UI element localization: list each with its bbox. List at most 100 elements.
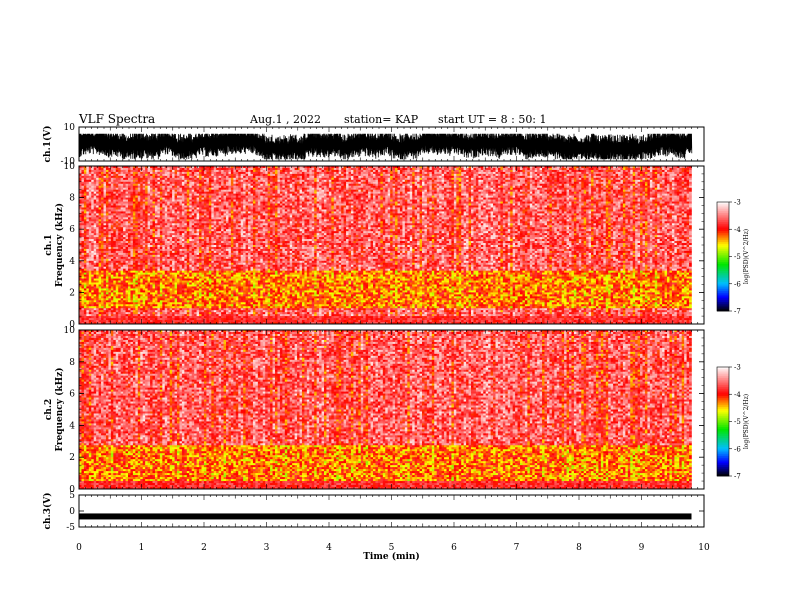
spectrogram-cell: [532, 188, 535, 190]
spectrogram-cell: [165, 170, 168, 172]
spectrogram-cell: [417, 174, 420, 176]
ch1-waveform-panel: 10-10ch.1(V): [42, 123, 704, 167]
spectrogram-cell: [522, 176, 525, 178]
spectrogram-cell: [491, 182, 494, 184]
spectrogram-cell: [469, 172, 472, 174]
spectrogram-cell: [162, 178, 165, 180]
spectrogram-cell: [351, 176, 354, 178]
spectrogram-cell: [202, 188, 205, 190]
spectrogram-cell: [525, 184, 528, 186]
spectrogram-cell: [287, 186, 290, 188]
spectrogram-cell: [373, 182, 376, 184]
spectrogram-cell: [537, 174, 540, 176]
spectrogram-cell: [155, 188, 158, 190]
spectrogram-cell: [640, 184, 643, 186]
spectrogram-cell: [603, 184, 606, 186]
spectrogram-cell: [576, 186, 579, 188]
spectrogram-cell: [488, 182, 491, 184]
spectrogram-cell: [569, 180, 572, 182]
spectrogram-cell: [319, 174, 322, 176]
spectrogram-cell: [669, 182, 672, 184]
spectrogram-cell: [322, 172, 325, 174]
spectrogram-cell: [665, 176, 668, 178]
spectrogram-cell: [339, 170, 342, 172]
spectrogram-cell: [121, 170, 124, 172]
spectrogram-cell: [353, 170, 356, 172]
spectrogram-cell: [121, 178, 124, 180]
spectrogram-cell: [192, 178, 195, 180]
spectrogram-cell: [236, 184, 239, 186]
spectrogram-cell: [258, 176, 261, 178]
spectrogram-cell: [89, 186, 92, 188]
spectrogram-cell: [510, 184, 513, 186]
spectrogram-cell: [243, 188, 246, 190]
spectrogram-cell: [576, 168, 579, 170]
spectrogram-cell: [130, 170, 133, 172]
spectrogram-cell: [253, 186, 256, 188]
spectrogram-cell: [128, 172, 131, 174]
spectrogram-cell: [471, 172, 474, 174]
spectrogram-cell: [388, 174, 391, 176]
spectrogram-cell: [596, 184, 599, 186]
spectrogram-cell: [410, 186, 413, 188]
spectrogram-cell: [273, 180, 276, 182]
spectrogram-cell: [650, 174, 653, 176]
spectrogram-cell: [133, 178, 136, 180]
spectrogram-cell: [248, 186, 251, 188]
spectrogram-cell: [312, 176, 315, 178]
spectrogram-cell: [113, 186, 116, 188]
spectrogram-cell: [238, 188, 241, 190]
spectrogram-cell: [682, 172, 685, 174]
spectrogram-cell: [307, 170, 310, 172]
spectrogram-cell: [601, 184, 604, 186]
spectrogram-cell: [540, 184, 543, 186]
spectrogram-cell: [510, 174, 513, 176]
spectrogram-cell: [211, 170, 214, 172]
spectrogram-cell: [248, 176, 251, 178]
spectrogram-cell: [608, 182, 611, 184]
spectrogram-cell: [187, 168, 190, 170]
spectrogram-cell: [148, 172, 151, 174]
spectrogram-cell: [285, 186, 288, 188]
spectrogram-cell: [86, 178, 89, 180]
spectrogram-cell: [647, 188, 650, 190]
spectrogram-cell: [319, 184, 322, 186]
spectrogram-cell: [689, 174, 692, 176]
spectrogram-cell: [464, 184, 467, 186]
spectrogram-cell: [140, 176, 143, 178]
spectrogram-cell: [184, 170, 187, 172]
spectrogram-cell: [603, 188, 606, 190]
spectrogram-cell: [241, 172, 244, 174]
spectrogram-cell: [633, 170, 636, 172]
spectrogram-cell: [170, 168, 173, 170]
spectrogram-cell: [246, 188, 249, 190]
spectrogram-cell: [552, 176, 555, 178]
spectrogram-cell: [292, 170, 295, 172]
spectrogram-cell: [500, 188, 503, 190]
spectrogram-cell: [101, 174, 104, 176]
spectrogram-cell: [645, 178, 648, 180]
spectrogram-cell: [471, 168, 474, 170]
spectrogram-cell: [405, 172, 408, 174]
spectrogram-cell: [505, 168, 508, 170]
spectrogram-cell: [260, 180, 263, 182]
spectrogram-cell: [545, 184, 548, 186]
spectrogram-cell: [481, 186, 484, 188]
spectrogram-cell: [689, 168, 692, 170]
spectrogram-cell: [439, 174, 442, 176]
spectrogram-cell: [508, 174, 511, 176]
spectrogram-cell: [302, 168, 305, 170]
spectrogram-cell: [130, 184, 133, 186]
spectrogram-cell: [375, 180, 378, 182]
spectrogram-cell: [660, 186, 663, 188]
spectrogram-cell: [549, 180, 552, 182]
spectrogram-cell: [432, 184, 435, 186]
spectrogram-cell: [236, 186, 239, 188]
spectrogram-cell: [540, 182, 543, 184]
spectrogram-cell: [179, 186, 182, 188]
spectrogram-cell: [466, 182, 469, 184]
spectrogram-cell: [162, 180, 165, 182]
spectrogram-cell: [233, 186, 236, 188]
spectrogram-cell: [613, 180, 616, 182]
spectrogram-cell: [505, 170, 508, 172]
